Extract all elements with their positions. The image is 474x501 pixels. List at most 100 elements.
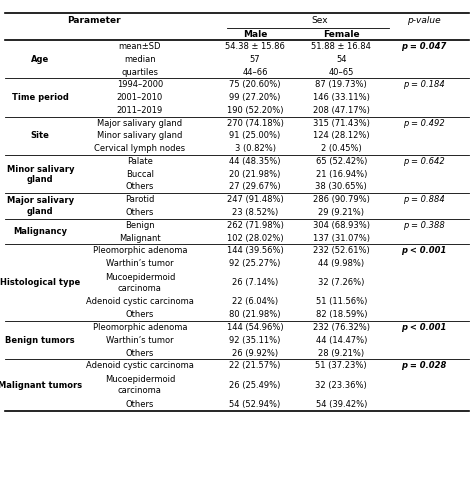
Text: 38 (30.65%): 38 (30.65%) [315,182,367,191]
Text: 54 (52.94%): 54 (52.94%) [229,400,281,409]
Text: Parotid: Parotid [125,195,155,204]
Text: Pleomorphic adenoma: Pleomorphic adenoma [92,323,187,332]
Text: 315 (71.43%): 315 (71.43%) [313,119,370,128]
Text: 44–66: 44–66 [242,68,268,77]
Text: 2 (0.45%): 2 (0.45%) [321,144,362,153]
Text: 232 (52.61%): 232 (52.61%) [313,246,370,256]
Text: 304 (68.93%): 304 (68.93%) [313,221,370,230]
Text: Time period: Time period [12,93,69,102]
Text: Others: Others [126,349,154,358]
Text: 51 (37.23%): 51 (37.23%) [316,361,367,370]
Text: Minor salivary
gland: Minor salivary gland [7,164,74,184]
Text: Age: Age [31,55,49,64]
Text: 1994–2000: 1994–2000 [117,80,163,89]
Text: 190 (52.20%): 190 (52.20%) [227,106,283,115]
Text: 262 (71.98%): 262 (71.98%) [227,221,283,230]
Text: 21 (16.94%): 21 (16.94%) [316,170,367,179]
Text: 80 (21.98%): 80 (21.98%) [229,310,281,319]
Text: Others: Others [126,310,154,319]
Text: Benign: Benign [125,221,155,230]
Text: 92 (35.11%): 92 (35.11%) [229,336,281,345]
Text: Others: Others [126,400,154,409]
Text: 26 (7.14%): 26 (7.14%) [232,279,278,287]
Text: Others: Others [126,208,154,217]
Text: Sex: Sex [311,17,328,25]
Text: 232 (76.32%): 232 (76.32%) [313,323,370,332]
Text: 57: 57 [250,55,260,64]
Text: Warthin’s tumor: Warthin’s tumor [106,259,173,268]
Text: Buccal: Buccal [126,170,154,179]
Text: 102 (28.02%): 102 (28.02%) [227,233,283,242]
Text: p = 0.492: p = 0.492 [403,119,445,128]
Text: 124 (28.12%): 124 (28.12%) [313,131,370,140]
Text: 2011–2019: 2011–2019 [117,106,163,115]
Text: 208 (47.17%): 208 (47.17%) [313,106,370,115]
Text: Malignant: Malignant [119,233,161,242]
Text: 51.88 ± 16.84: 51.88 ± 16.84 [311,42,371,51]
Text: 3 (0.82%): 3 (0.82%) [235,144,275,153]
Text: mean±SD: mean±SD [118,42,161,51]
Text: 32 (23.36%): 32 (23.36%) [315,381,367,389]
Text: median: median [124,55,155,64]
Text: Male: Male [243,30,267,39]
Text: Adenoid cystic carcinoma: Adenoid cystic carcinoma [86,298,194,307]
Text: Palate: Palate [127,157,153,166]
Text: Benign tumors: Benign tumors [6,336,75,345]
Text: 137 (31.07%): 137 (31.07%) [313,233,370,242]
Text: 44 (48.35%): 44 (48.35%) [229,157,281,166]
Text: Parameter: Parameter [67,17,120,25]
Text: 26 (25.49%): 26 (25.49%) [229,381,281,389]
Text: Malignant tumors: Malignant tumors [0,381,82,389]
Text: 144 (39.56%): 144 (39.56%) [227,246,283,256]
Text: quartiles: quartiles [121,68,158,77]
Text: p = 0.642: p = 0.642 [403,157,445,166]
Text: Site: Site [31,131,50,140]
Text: p = 0.884: p = 0.884 [403,195,445,204]
Text: p = 0.047: p = 0.047 [401,42,447,51]
Text: Minor salivary gland: Minor salivary gland [97,131,182,140]
Text: Warthin’s tumor: Warthin’s tumor [106,336,173,345]
Text: 91 (25.00%): 91 (25.00%) [229,131,281,140]
Text: 82 (18.59%): 82 (18.59%) [316,310,367,319]
Text: p = 0.388: p = 0.388 [403,221,445,230]
Text: 22 (21.57%): 22 (21.57%) [229,361,281,370]
Text: 65 (52.42%): 65 (52.42%) [316,157,367,166]
Text: 27 (29.67%): 27 (29.67%) [229,182,281,191]
Text: Others: Others [126,182,154,191]
Text: 32 (7.26%): 32 (7.26%) [318,279,365,287]
Text: 87 (19.73%): 87 (19.73%) [315,80,367,89]
Text: 29 (9.21%): 29 (9.21%) [318,208,365,217]
Text: 40–65: 40–65 [328,68,354,77]
Text: Major salivary
gland: Major salivary gland [7,196,74,216]
Text: 22 (6.04%): 22 (6.04%) [232,298,278,307]
Text: 54.38 ± 15.86: 54.38 ± 15.86 [225,42,285,51]
Text: 247 (91.48%): 247 (91.48%) [227,195,283,204]
Text: Adenoid cystic carcinoma: Adenoid cystic carcinoma [86,361,194,370]
Text: 20 (21.98%): 20 (21.98%) [229,170,281,179]
Text: Major salivary gland: Major salivary gland [97,119,182,128]
Text: 44 (14.47%): 44 (14.47%) [316,336,367,345]
Text: Pleomorphic adenoma: Pleomorphic adenoma [92,246,187,256]
Text: Histological type: Histological type [0,279,81,287]
Text: 92 (25.27%): 92 (25.27%) [229,259,281,268]
Text: 144 (54.96%): 144 (54.96%) [227,323,283,332]
Text: 44 (9.98%): 44 (9.98%) [318,259,365,268]
Text: 270 (74.18%): 270 (74.18%) [227,119,283,128]
Text: p = 0.028: p = 0.028 [401,361,447,370]
Text: Cervical lymph nodes: Cervical lymph nodes [94,144,185,153]
Text: 51 (11.56%): 51 (11.56%) [316,298,367,307]
Text: p < 0.001: p < 0.001 [401,246,447,256]
Text: 99 (27.20%): 99 (27.20%) [229,93,281,102]
Text: 146 (33.11%): 146 (33.11%) [313,93,370,102]
Text: Mucoepidermoid
carcinoma: Mucoepidermoid carcinoma [105,273,175,293]
Text: Malignancy: Malignancy [13,227,67,236]
Text: Mucoepidermoid
carcinoma: Mucoepidermoid carcinoma [105,375,175,395]
Text: Female: Female [323,30,360,39]
Text: 75 (20.60%): 75 (20.60%) [229,80,281,89]
Text: p = 0.184: p = 0.184 [403,80,445,89]
Text: 2001–2010: 2001–2010 [117,93,163,102]
Text: p < 0.001: p < 0.001 [401,323,447,332]
Text: 286 (90.79%): 286 (90.79%) [313,195,370,204]
Text: 54 (39.42%): 54 (39.42%) [316,400,367,409]
Text: 23 (8.52%): 23 (8.52%) [232,208,278,217]
